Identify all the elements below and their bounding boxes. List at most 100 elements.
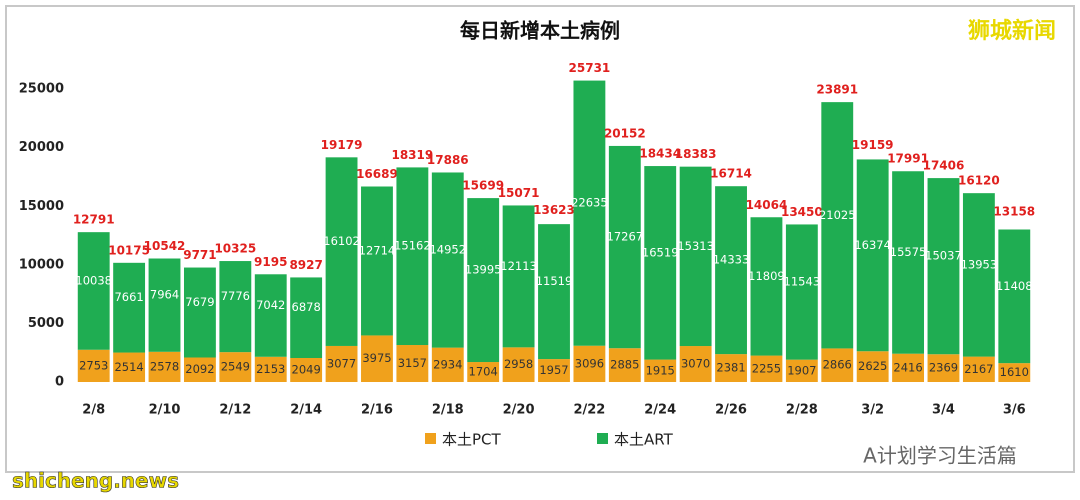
bar-segment	[254, 356, 287, 382]
bar-segment	[113, 352, 146, 382]
x-tick-label: 2/26	[715, 403, 747, 418]
x-tick-label: 2/16	[361, 403, 393, 418]
segment-label: 7042	[256, 298, 285, 312]
total-label: 17406	[923, 159, 965, 173]
total-label: 13450	[781, 205, 823, 219]
bar-segment	[998, 363, 1031, 382]
segment-label: 1957	[539, 363, 568, 377]
segment-label: 17267	[607, 230, 644, 244]
x-tick-label: 3/4	[932, 403, 955, 418]
segment-label: 11408	[996, 279, 1033, 293]
bar-segment	[573, 345, 606, 382]
bar-segment	[573, 80, 606, 346]
watermark: 狮城新闻	[968, 18, 1056, 44]
x-tick-label: 3/6	[1003, 403, 1026, 418]
segment-label: 3975	[362, 351, 391, 365]
segment-label: 3096	[575, 356, 604, 370]
bar-segment	[502, 347, 535, 382]
bar-segment	[183, 267, 216, 358]
bar-segment	[785, 359, 818, 382]
bar-segment	[785, 224, 818, 360]
total-label: 19179	[321, 138, 363, 152]
bar-segment	[856, 351, 889, 382]
total-label: 10542	[144, 239, 186, 253]
bar-segment	[396, 167, 429, 346]
x-tick-label: 2/8	[82, 403, 105, 418]
segment-label: 2167	[964, 362, 993, 376]
bar-segment	[431, 347, 464, 382]
segment-label: 3077	[327, 356, 356, 370]
chart-title: 每日新增本土病例	[460, 19, 620, 43]
bar-segment	[396, 345, 429, 382]
total-label: 16120	[958, 174, 1000, 188]
total-label: 9771	[183, 248, 216, 262]
segment-label: 15162	[394, 239, 431, 253]
segment-label: 2369	[929, 361, 958, 375]
bar-segment	[892, 353, 925, 382]
segment-label: 16102	[323, 234, 360, 248]
x-tick-label: 3/2	[861, 403, 884, 418]
bar-segment	[290, 357, 323, 382]
bar-segment	[892, 171, 925, 354]
segment-label: 16519	[642, 245, 679, 259]
legend-label: 本土ART	[614, 431, 674, 449]
bar-segment	[962, 356, 995, 382]
bar-segment	[219, 352, 252, 382]
y-tick-label: 0	[55, 375, 64, 390]
segment-label: 6878	[292, 300, 321, 314]
segment-label: 12113	[500, 259, 537, 273]
segment-label: 14952	[429, 243, 466, 257]
total-label: 17991	[887, 152, 929, 166]
bar-segment	[113, 262, 146, 353]
total-label: 16714	[710, 167, 752, 181]
segment-label: 3157	[398, 356, 427, 370]
total-label: 20152	[604, 126, 646, 140]
bar-segment	[219, 261, 252, 353]
total-label: 15699	[462, 179, 504, 193]
legend-swatch	[597, 433, 608, 444]
bar-segment	[183, 357, 216, 382]
bar-segment	[608, 145, 641, 349]
segment-label: 12714	[359, 243, 396, 257]
bar-segment	[148, 351, 181, 382]
segment-label: 1907	[787, 363, 816, 377]
legend-label: 本土PCT	[442, 431, 502, 449]
segment-label: 2625	[858, 359, 887, 373]
segment-label: 21025	[819, 208, 856, 222]
segment-label: 2153	[256, 362, 285, 376]
total-label: 18319	[391, 148, 433, 162]
bar-segment	[750, 217, 783, 356]
bar-segment	[361, 186, 393, 336]
total-label: 14064	[746, 198, 788, 212]
total-label: 23891	[816, 83, 858, 97]
total-label: 10175	[108, 243, 150, 257]
x-tick-label: 2/12	[219, 403, 251, 418]
segment-label: 15037	[925, 249, 962, 263]
segment-label: 11519	[536, 274, 573, 288]
segment-label: 2958	[504, 357, 533, 371]
segment-label: 1704	[469, 365, 498, 379]
segment-label: 16374	[854, 238, 891, 252]
bar-segment	[644, 166, 677, 360]
x-tick-label: 2/10	[149, 403, 181, 418]
segment-label: 7679	[185, 295, 214, 309]
total-label: 17886	[427, 153, 469, 167]
bar-segment	[856, 159, 889, 352]
x-tick-label: 2/18	[432, 403, 464, 418]
bar-segment	[148, 258, 181, 352]
total-label: 15071	[498, 186, 540, 200]
bar-segment	[538, 224, 570, 360]
segment-label: 2255	[752, 361, 781, 375]
bar-segment	[325, 157, 358, 346]
bar-segment	[927, 354, 960, 382]
segment-label: 7964	[150, 288, 179, 302]
total-label: 25731	[569, 61, 611, 75]
bar-segment	[77, 232, 110, 350]
total-label: 10325	[214, 242, 256, 256]
segment-label: 2049	[292, 362, 321, 376]
bar-segment	[502, 205, 535, 348]
bar-segment	[290, 277, 323, 358]
bar-segment	[361, 335, 393, 382]
segment-label: 13995	[465, 263, 502, 277]
total-label: 19159	[852, 138, 894, 152]
